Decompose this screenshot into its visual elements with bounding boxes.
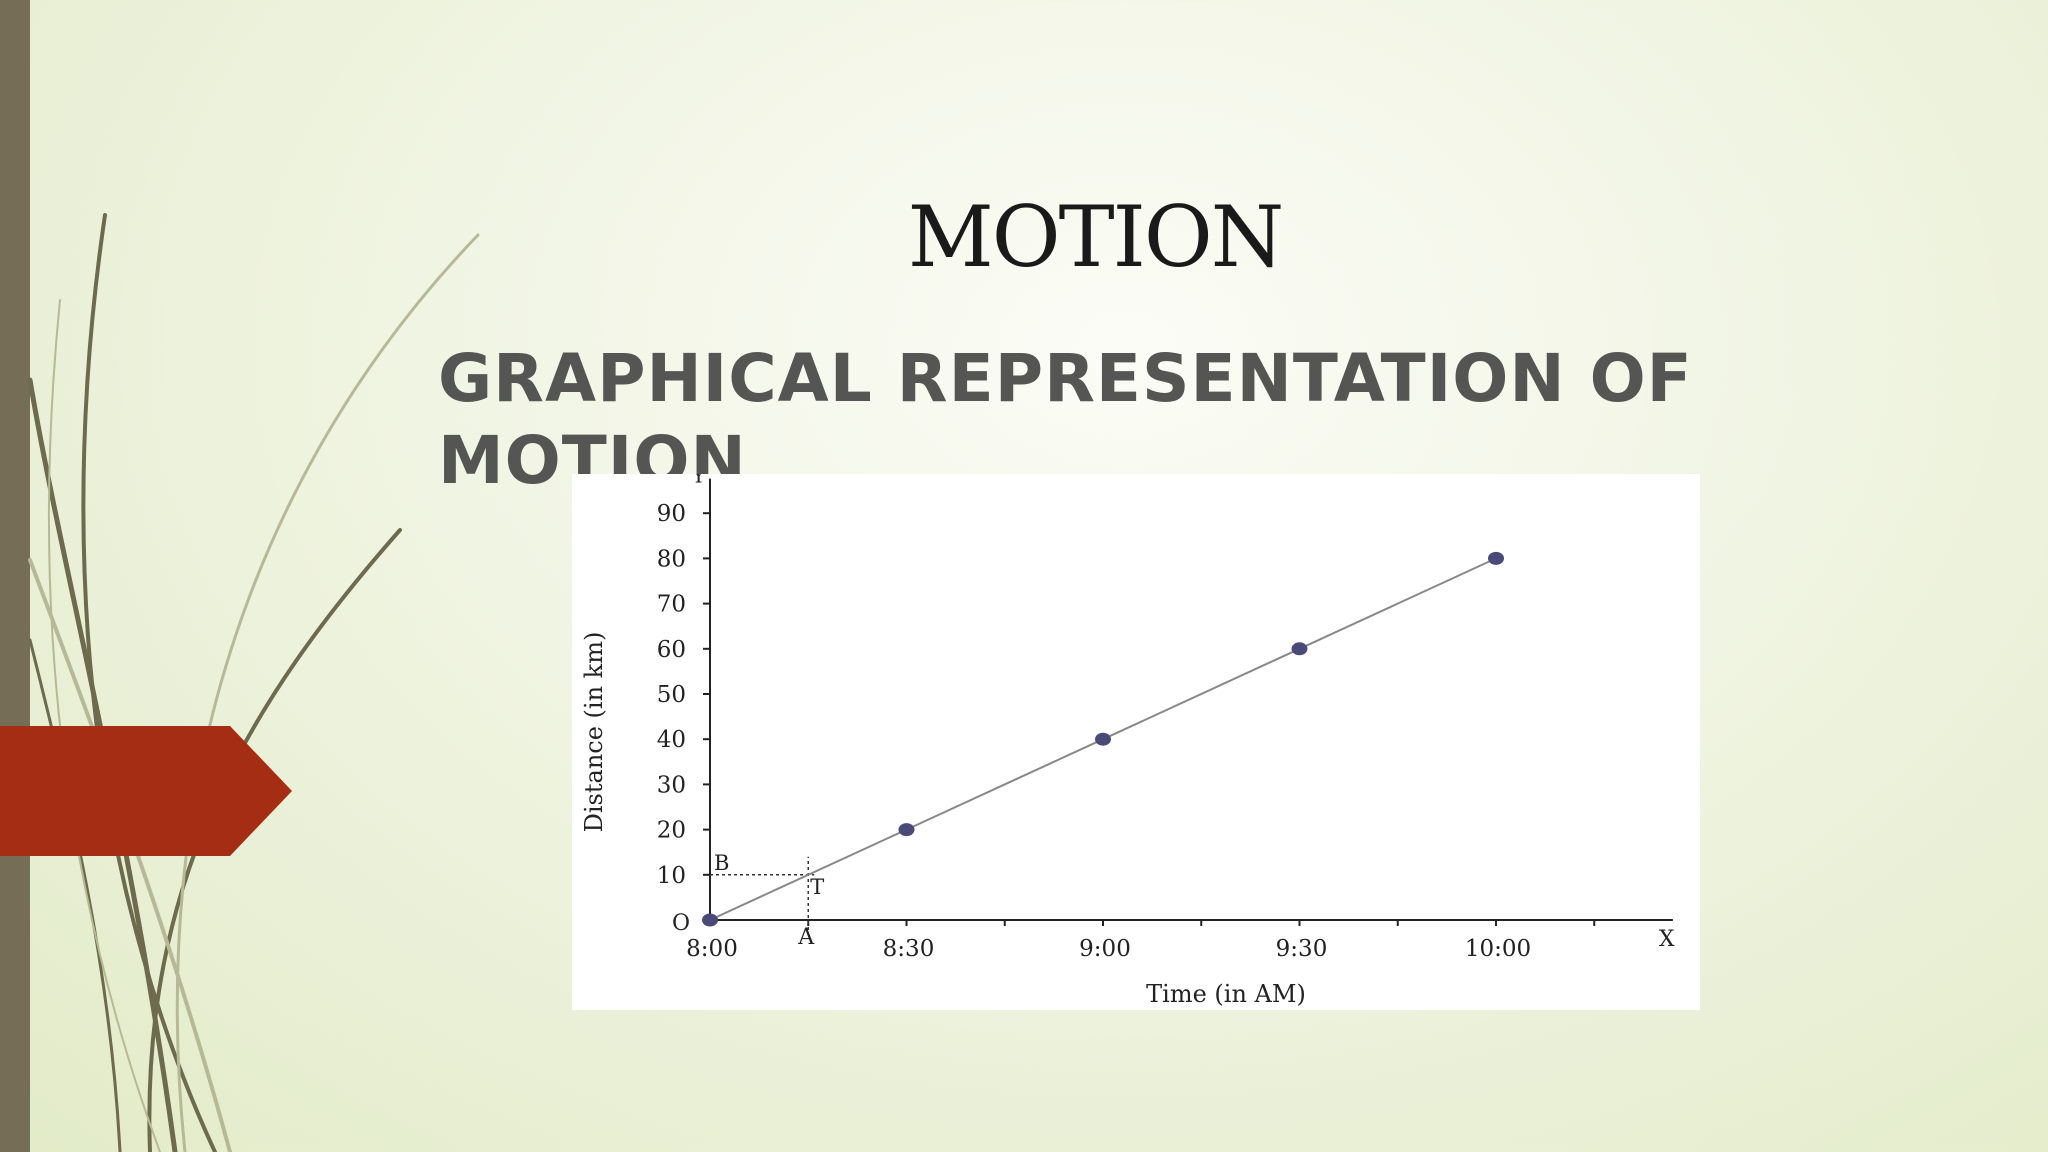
x-tick-label: 9:30 [1276,936,1328,962]
x-tick-label: 8:00 [686,936,738,962]
origin-label: O [672,911,690,936]
y-tick-label: 70 [657,592,686,618]
annotation-a: A [797,925,815,950]
x-tick-label: 8:30 [883,936,935,962]
data-point [1291,642,1308,656]
y-axis-label: Distance (in km) [580,632,608,833]
y-tick-label: 30 [657,772,686,798]
x-axis-letter: X [1659,927,1675,952]
distance-time-chart: 8:00 8:30 9:00 9:30 10:00 10 20 30 40 50 60 70 80 90… [572,474,1700,1010]
y-tick-label: 20 [657,818,686,844]
y-tick-label: 50 [657,682,686,708]
annotation-b: B [714,851,729,875]
y-tick-label: 10 [657,863,686,889]
y-axis-letter: Y [691,474,706,488]
chart-svg: 8:00 8:30 9:00 9:30 10:00 10 20 30 40 50 60 70 80 90… [580,474,1675,1008]
data-point [1095,732,1111,746]
y-tick-label: 40 [657,727,686,753]
annotation-t: T [810,875,824,899]
x-tick-label: 10:00 [1465,936,1531,962]
slide-title: MOTION [907,188,1284,286]
slide-subtitle: GRAPHICAL REPRESENTATION OF MOTION [438,340,1693,499]
data-point [702,913,718,927]
y-tick-label: 90 [657,501,686,527]
x-axis-label: Time (in AM) [1146,980,1306,1008]
red-arrow-tab [0,726,292,856]
y-tick-label: 60 [657,637,686,663]
y-tick-label: 80 [657,546,686,572]
data-point [1488,551,1504,565]
x-tick-label: 9:00 [1079,936,1131,962]
left-accent-bar [0,0,30,1152]
decorative-grass-strokes [27,213,480,1152]
data-point [898,823,915,837]
